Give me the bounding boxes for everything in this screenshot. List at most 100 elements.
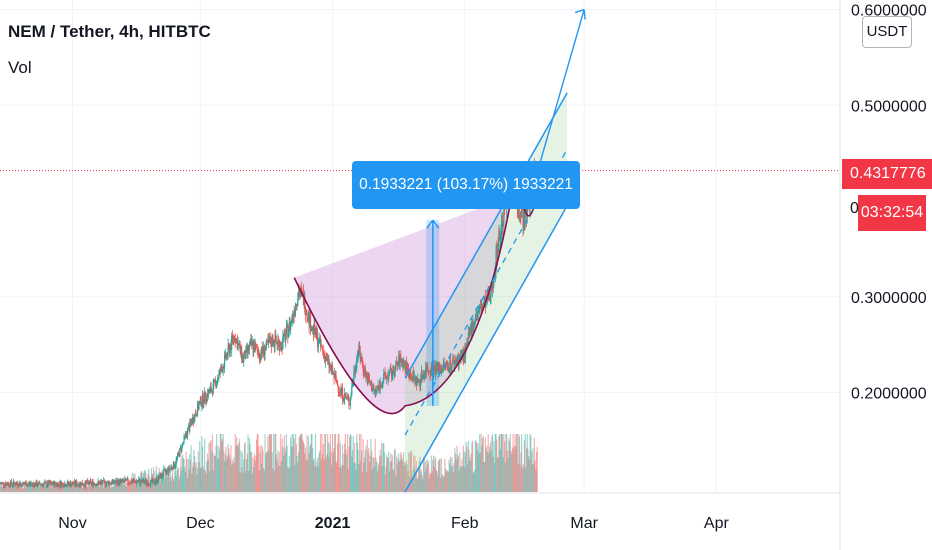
volume-bar bbox=[360, 434, 362, 492]
candle-body bbox=[199, 396, 202, 402]
volume-bar bbox=[38, 487, 40, 492]
volume-bar bbox=[521, 434, 523, 492]
volume-bar bbox=[448, 459, 450, 492]
measure-tool-label[interactable]: 0.1933221 (103.17%) 1933221 bbox=[352, 161, 580, 209]
candle-body bbox=[71, 482, 74, 485]
candle-body bbox=[387, 376, 389, 380]
time-scale[interactable]: Nov Dec 2021 Feb Mar Apr bbox=[58, 515, 729, 532]
volume-bar bbox=[463, 451, 465, 492]
volume-bar bbox=[120, 483, 123, 492]
volume-bar bbox=[189, 459, 192, 492]
candle-body bbox=[147, 484, 150, 486]
volume-bar bbox=[85, 485, 87, 492]
candle-body bbox=[122, 479, 124, 481]
volume-bar bbox=[98, 483, 100, 492]
volume-bar bbox=[511, 447, 513, 492]
candle-body bbox=[133, 480, 135, 482]
volume-bar bbox=[395, 456, 398, 492]
candle-body bbox=[95, 484, 97, 486]
candle-body bbox=[82, 484, 84, 486]
candle-body bbox=[206, 393, 208, 401]
candle-body bbox=[353, 371, 355, 381]
volume-bar bbox=[0, 487, 1, 492]
symbol-legend: NEM / Tether, 4h, HITBTC bbox=[8, 22, 211, 41]
candle-body bbox=[397, 363, 399, 366]
volume-bar bbox=[149, 483, 151, 492]
volume-bar bbox=[449, 463, 451, 492]
candle-body bbox=[6, 483, 8, 485]
candle-body bbox=[471, 320, 473, 337]
candle-body bbox=[418, 380, 420, 382]
candle-body bbox=[276, 341, 278, 345]
volume-bar bbox=[376, 461, 378, 492]
volume-bar bbox=[69, 486, 71, 492]
volume-bar bbox=[391, 455, 393, 492]
volume-bar bbox=[247, 434, 249, 492]
volume-bar bbox=[530, 451, 533, 492]
candle-body bbox=[401, 359, 403, 363]
volume-bar bbox=[52, 486, 54, 492]
volume-bar bbox=[464, 452, 467, 492]
candle-body bbox=[481, 305, 484, 306]
candle-body bbox=[286, 324, 288, 327]
volume-bar bbox=[315, 467, 317, 492]
channel-lower-line bbox=[404, 205, 568, 493]
candle-body bbox=[44, 482, 47, 483]
volume-bar bbox=[199, 441, 201, 492]
candle-body bbox=[320, 344, 322, 346]
candle-body bbox=[19, 482, 21, 486]
candle-body bbox=[109, 482, 111, 484]
candle-body bbox=[85, 480, 87, 483]
volume-bar bbox=[312, 447, 314, 492]
volume-bar bbox=[292, 446, 294, 492]
volume-bar bbox=[48, 485, 50, 492]
candle-body bbox=[248, 345, 250, 351]
candle-body bbox=[192, 417, 194, 423]
volume-bar bbox=[162, 465, 165, 492]
volume-bar bbox=[420, 469, 423, 492]
volume-bar bbox=[411, 476, 413, 492]
volume-bar bbox=[103, 487, 105, 492]
candle-body bbox=[415, 376, 418, 386]
candle-body bbox=[489, 296, 491, 300]
candle-body bbox=[146, 482, 148, 484]
volume-bar bbox=[351, 449, 354, 492]
candle-body bbox=[261, 346, 263, 353]
candle-body bbox=[254, 344, 256, 353]
volume-bar bbox=[98, 486, 101, 492]
candle-body bbox=[496, 249, 498, 263]
volume-bar bbox=[90, 481, 92, 492]
cup-arc-line bbox=[293, 196, 513, 415]
volume-bar bbox=[513, 445, 516, 492]
candle-body bbox=[345, 396, 347, 399]
volume-bar bbox=[305, 459, 307, 492]
volume-bar bbox=[297, 462, 299, 492]
volume-bar bbox=[459, 452, 461, 492]
volume-bar bbox=[77, 486, 79, 492]
chart-drawings-fill[interactable] bbox=[294, 92, 568, 493]
candle-body bbox=[187, 426, 189, 429]
candle-body bbox=[344, 393, 346, 397]
candle-body bbox=[107, 481, 109, 483]
candle-body bbox=[295, 303, 297, 311]
volume-bar bbox=[24, 481, 26, 492]
volume-bar bbox=[444, 468, 447, 492]
chart-drawings-lines[interactable] bbox=[0, 8, 840, 493]
volume-bar bbox=[352, 435, 354, 492]
candle-body bbox=[150, 479, 152, 486]
volume-bar bbox=[516, 434, 518, 492]
price-scale[interactable]: 0.2000000 0.3000000 0.5000000 0.6000000 bbox=[851, 3, 927, 403]
volume-bar bbox=[348, 446, 350, 492]
candle-body bbox=[45, 482, 47, 487]
volume-bar bbox=[126, 482, 128, 492]
volume-bar bbox=[22, 487, 25, 492]
volume-bar bbox=[458, 470, 460, 492]
volume-bar bbox=[251, 473, 253, 492]
currency-button[interactable]: USDT bbox=[862, 16, 912, 48]
candle-body bbox=[103, 479, 106, 482]
candle-body bbox=[330, 366, 332, 372]
volume-bar bbox=[505, 434, 507, 492]
candle-body bbox=[24, 484, 26, 485]
volume-bar bbox=[165, 469, 167, 492]
